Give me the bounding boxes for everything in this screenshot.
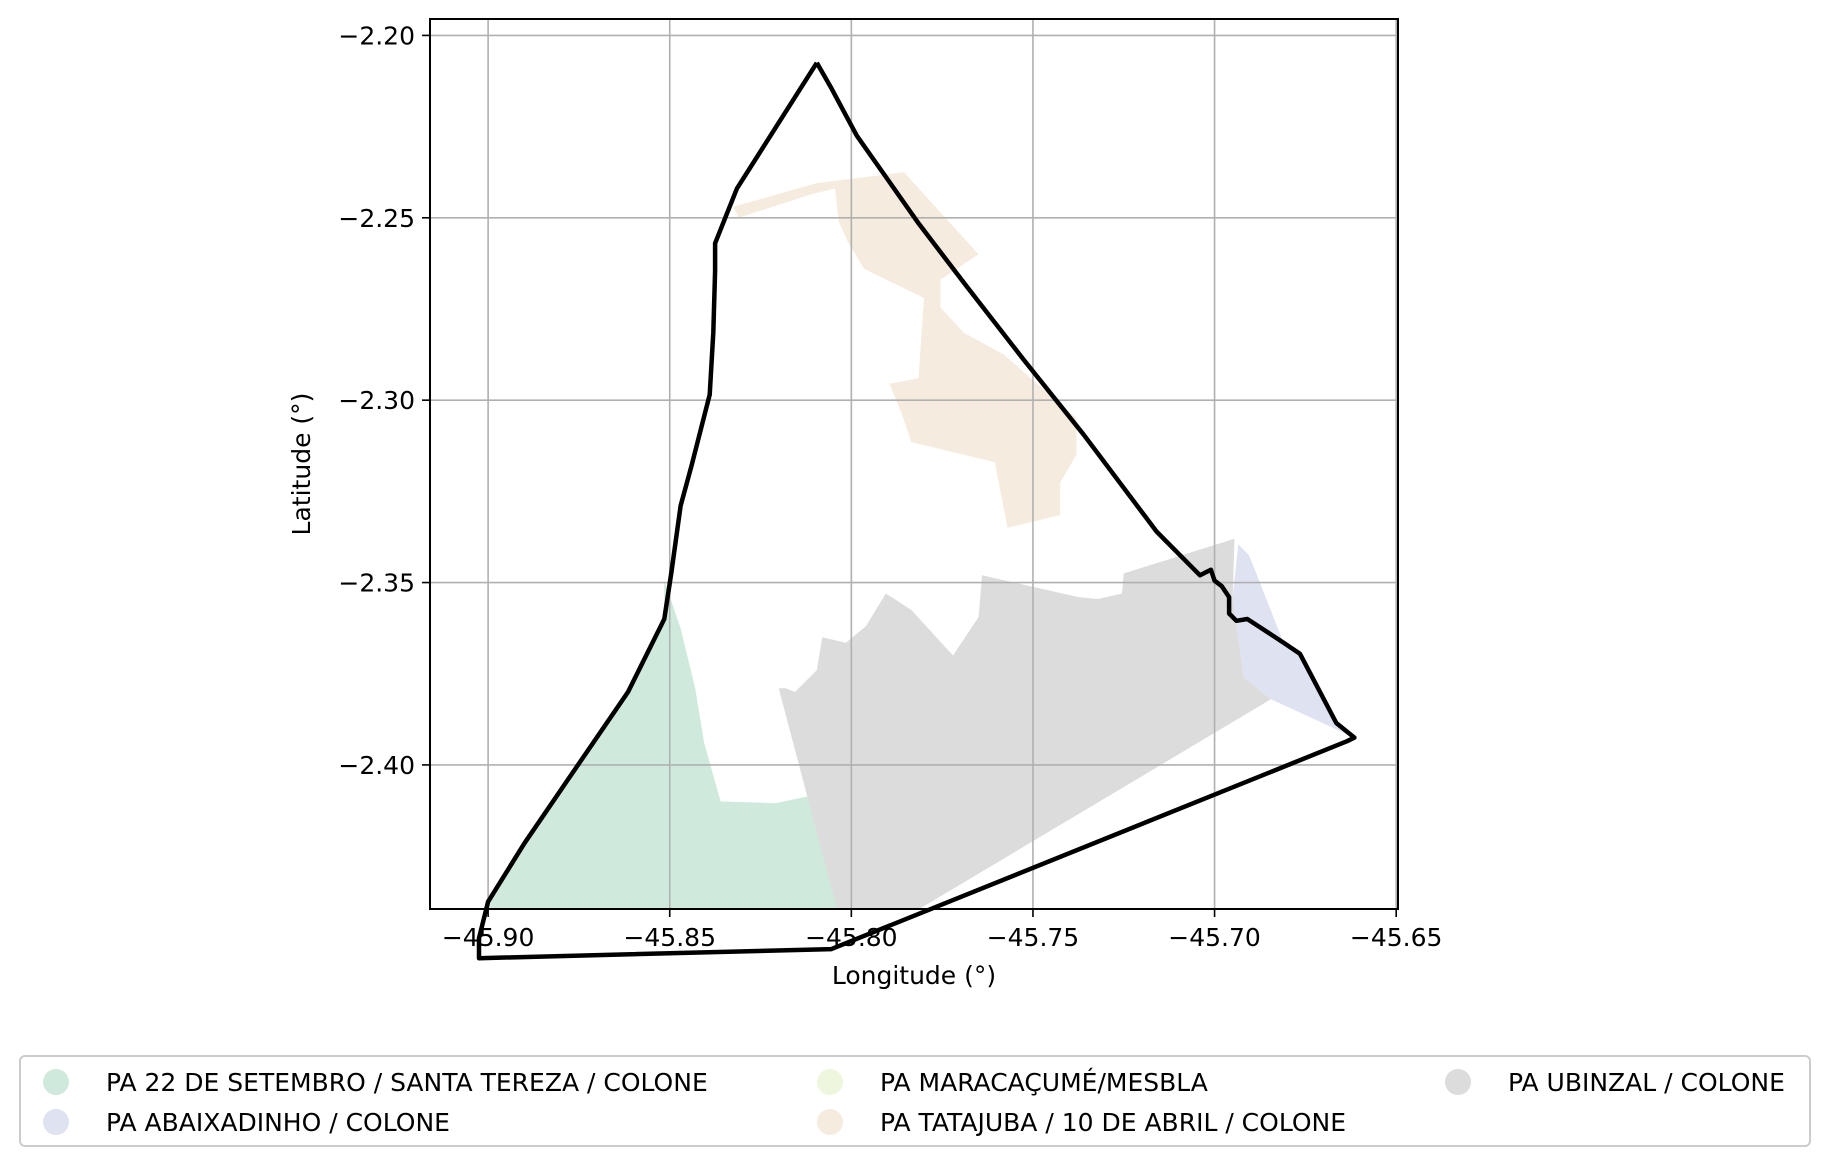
y-tick-label-4: −2.40 [338,751,415,780]
legend-box [19,1055,1811,1147]
y-tick-label-3: −2.35 [338,569,415,598]
legend-marker-3 [817,1109,843,1135]
y-axis-label: Latitude (°) [287,393,316,536]
legend-entry-4: PA UBINZAL / COLONE [1445,1068,1785,1097]
x-tick-label-0: −45.90 [442,923,535,952]
y-tick-label-0: −2.20 [338,21,415,50]
legend-items: PA 22 DE SETEMBRO / SANTA TEREZA / COLON… [43,1068,1785,1137]
legend-label-0: PA 22 DE SETEMBRO / SANTA TEREZA / COLON… [106,1068,708,1097]
x-tick-label-1: −45.85 [623,923,716,952]
legend-entry-0: PA 22 DE SETEMBRO / SANTA TEREZA / COLON… [43,1068,708,1097]
x-axis-ticks: −45.90 −45.85 −45.80 −45.75 −45.70 −45.65 [442,909,1443,952]
legend-entry-2: PA MARACAÇUMÉ/MESBLA [817,1068,1208,1097]
x-tick-label-2: −45.80 [805,923,898,952]
legend-label-1: PA ABAIXADINHO / COLONE [106,1108,450,1137]
legend-entry-3: PA TATAJUBA / 10 DE ABRIL / COLONE [817,1108,1346,1137]
legend: PA 22 DE SETEMBRO / SANTA TEREZA / COLON… [19,1055,1811,1147]
boundary-layer [476,61,1357,961]
y-tick-label-1: −2.25 [338,204,415,233]
x-axis-label: Longitude (°) [832,961,996,990]
y-tick-label-2: −2.30 [338,386,415,415]
legend-marker-4 [1445,1069,1471,1095]
plot-area [429,18,1399,961]
legend-label-2: PA MARACAÇUMÉ/MESBLA [880,1068,1208,1097]
polygons-layer [486,172,1355,909]
legend-marker-2 [817,1069,843,1095]
region-polygon-4-0 [778,538,1271,909]
x-tick-label-4: −45.70 [1168,923,1261,952]
legend-label-4: PA UBINZAL / COLONE [1508,1068,1785,1097]
region-polygon-0-0 [486,580,840,909]
municipality-boundary [476,61,1357,961]
plot-frame [429,18,1399,910]
region-polygon-1-0 [1232,544,1355,738]
x-tick-label-3: −45.75 [987,923,1080,952]
x-tick-label-5: −45.65 [1350,923,1443,952]
legend-marker-1 [43,1109,69,1135]
legend-marker-0 [43,1069,69,1095]
region-polygon-3-0 [733,172,1077,528]
y-axis-ticks: −2.20 −2.25 −2.30 −2.35 −2.40 [338,21,430,780]
legend-label-3: PA TATAJUBA / 10 DE ABRIL / COLONE [880,1108,1346,1137]
legend-entry-1: PA ABAIXADINHO / COLONE [43,1108,450,1137]
